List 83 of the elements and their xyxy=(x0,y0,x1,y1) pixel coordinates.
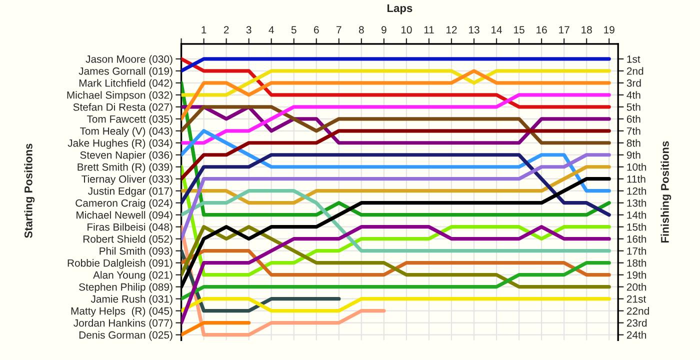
line-series xyxy=(181,225,611,325)
x-tick-label: 3 xyxy=(246,26,252,34)
category-label: Robert Shield (052) xyxy=(84,235,172,245)
category-label: Justin Edgar (017) xyxy=(88,187,172,197)
y2-tick-label: 15th xyxy=(627,223,646,231)
y2-tick-label: 11th xyxy=(627,175,646,183)
y2-tick-label: 14th xyxy=(627,211,646,219)
category-label: Denis Gorman (025) xyxy=(79,331,172,341)
y2-tick-label: 2nd xyxy=(626,67,644,75)
x-axis-title: Laps xyxy=(387,4,412,14)
category-label: James Gornall (019) xyxy=(78,67,172,77)
y2-tick-label: 4th xyxy=(626,91,640,99)
line-series xyxy=(181,129,611,181)
line-series xyxy=(181,69,611,121)
category-label: Cameron Craig (024) xyxy=(76,199,172,209)
x-tick-label: 12 xyxy=(446,26,457,34)
x-tick-label: 17 xyxy=(559,26,570,34)
y2-tick-label: 17th xyxy=(627,247,646,255)
line-series xyxy=(181,105,611,145)
category-label: Tom Healy (V) (043) xyxy=(80,127,172,137)
x-tick-label: 2 xyxy=(224,26,229,34)
y2-tick-label: 21st xyxy=(626,295,646,303)
line-series xyxy=(181,153,611,217)
line-series xyxy=(181,261,611,301)
category-label: Jordan Hankins (077) xyxy=(74,319,172,329)
category-label: Tom Fawcett (035) xyxy=(86,115,172,125)
category-label: Tiernay Oliver (033) xyxy=(82,175,172,185)
y2-tick-label: 6th xyxy=(626,115,640,123)
x-tick-label: 9 xyxy=(382,26,386,34)
y2-tick-label: 18th xyxy=(627,259,646,267)
line-series xyxy=(181,189,611,253)
category-label: Jake Hughes (R) (034) xyxy=(68,139,172,149)
category-label: Michael Simpson (032) xyxy=(67,91,172,101)
y2-tick-label: 23rd xyxy=(626,319,647,327)
x-tick-label: 18 xyxy=(582,26,592,34)
line-series xyxy=(181,165,611,205)
y2-tick-label: 9th xyxy=(626,151,640,159)
y2-tick-label: 8th xyxy=(626,139,640,147)
category-label: Stephen Philip (089) xyxy=(79,283,172,293)
x-tick-label: 10 xyxy=(401,26,412,34)
x-tick-label: 11 xyxy=(424,26,434,34)
y2-axis-title: Finishing Positions xyxy=(660,141,672,243)
y2-tick-label: 12th xyxy=(627,187,646,195)
x-tick-label: 4 xyxy=(268,26,274,34)
category-label: Alan Young (021) xyxy=(93,271,172,281)
x-tick-label: 14 xyxy=(492,26,502,34)
x-tick-label: 15 xyxy=(514,26,524,34)
y2-tick-label: 20th xyxy=(626,283,646,291)
category-label: Mark Litchfield (042) xyxy=(79,79,172,89)
y2-tick-label: 19th xyxy=(627,271,646,279)
category-label: Matty Helps (R) (045) xyxy=(71,307,172,317)
category-label: Jason Moore (030) xyxy=(86,55,172,65)
y2-tick-label: 10th xyxy=(627,163,646,171)
y2-tick-label: 24th xyxy=(626,331,646,339)
line-series xyxy=(181,57,611,109)
category-label: Brett Smith (R) (039) xyxy=(78,163,172,173)
line-series xyxy=(181,153,611,241)
y2-tick-label: 5th xyxy=(626,103,640,111)
line-series xyxy=(181,93,611,145)
x-tick-label: 6 xyxy=(314,26,319,34)
category-label: Firas Bilbeisi (048) xyxy=(88,223,172,233)
x-tick-label: 8 xyxy=(358,26,364,34)
y2-tick-label: 1st xyxy=(627,56,640,63)
category-label: Robbie Dalgleish (091) xyxy=(68,259,172,269)
category-label: Stefan Di Resta (027) xyxy=(73,103,172,113)
x-tick-label: 5 xyxy=(291,26,296,34)
x-tick-label: 16 xyxy=(536,26,547,34)
text: Starting Positions xyxy=(24,144,35,238)
category-label: Steven Napier (036) xyxy=(80,151,172,161)
x-tick-label: 1 xyxy=(202,26,206,34)
y2-tick-label: 16th xyxy=(627,235,646,243)
x-tick-label: 7 xyxy=(336,26,342,34)
y2-tick-label: 13th xyxy=(627,199,646,207)
y2-tick-label: 3rd xyxy=(626,79,641,87)
category-label: Michael Newell (094) xyxy=(76,211,172,221)
x-tick-label: 19 xyxy=(604,26,614,34)
line-series xyxy=(181,129,611,193)
line-series xyxy=(181,225,611,289)
x-tick-label: 13 xyxy=(469,26,480,34)
y2-tick-label: 7th xyxy=(626,127,640,135)
y2-tick-label: 22nd xyxy=(626,307,649,315)
category-label: Jamie Rush (031) xyxy=(90,295,172,305)
category-label: Phil Smith (093) xyxy=(100,247,172,257)
